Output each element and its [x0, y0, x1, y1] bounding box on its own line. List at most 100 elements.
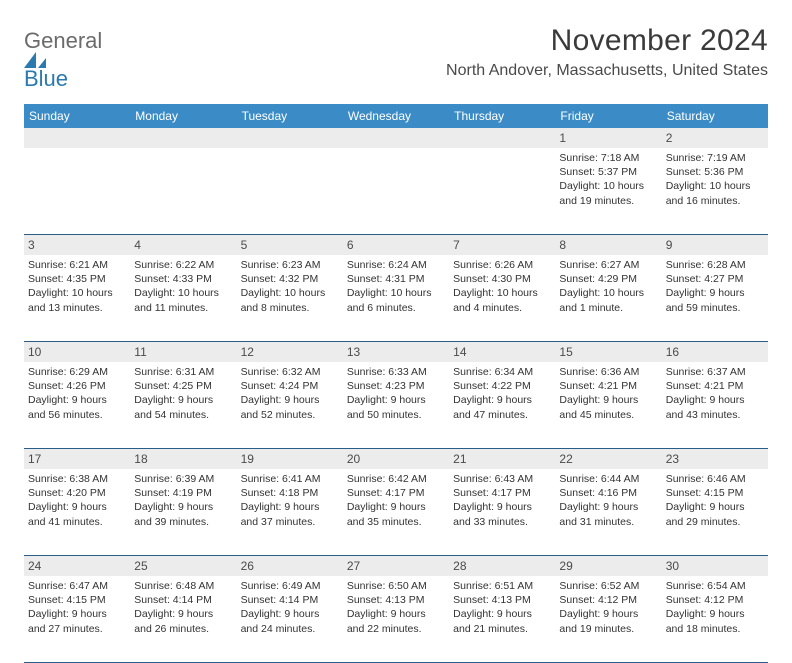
sunset-text: Sunset: 4:12 PM: [559, 593, 657, 607]
day-cell: Sunrise: 6:33 AMSunset: 4:23 PMDaylight:…: [343, 362, 449, 448]
logo-text-block: General Blue: [24, 30, 102, 90]
sunrise-text: Sunrise: 6:46 AM: [666, 472, 764, 486]
sunset-text: Sunset: 4:20 PM: [28, 486, 126, 500]
day-number: 6: [343, 235, 449, 255]
day-cell: Sunrise: 6:48 AMSunset: 4:14 PMDaylight:…: [130, 576, 236, 662]
day-cell: Sunrise: 6:22 AMSunset: 4:33 PMDaylight:…: [130, 255, 236, 341]
sunrise-text: Sunrise: 6:36 AM: [559, 365, 657, 379]
day-number: 22: [555, 449, 661, 469]
logo-text-blue: Blue: [24, 68, 102, 90]
sunrise-text: Sunrise: 6:33 AM: [347, 365, 445, 379]
sunrise-text: Sunrise: 6:41 AM: [241, 472, 339, 486]
weekday-header-cell: Saturday: [662, 104, 768, 128]
weekday-header-row: SundayMondayTuesdayWednesdayThursdayFrid…: [24, 104, 768, 128]
day-cell: Sunrise: 6:46 AMSunset: 4:15 PMDaylight:…: [662, 469, 768, 555]
sunrise-text: Sunrise: 6:23 AM: [241, 258, 339, 272]
location-subtitle: North Andover, Massachusetts, United Sta…: [446, 62, 768, 80]
day-number-row: 24252627282930: [24, 556, 768, 576]
sunset-text: Sunset: 4:26 PM: [28, 379, 126, 393]
week-row: Sunrise: 7:18 AMSunset: 5:37 PMDaylight:…: [24, 148, 768, 235]
sunrise-text: Sunrise: 6:54 AM: [666, 579, 764, 593]
day-cell: Sunrise: 6:47 AMSunset: 4:15 PMDaylight:…: [24, 576, 130, 662]
sunrise-text: Sunrise: 6:49 AM: [241, 579, 339, 593]
sunrise-text: Sunrise: 6:28 AM: [666, 258, 764, 272]
sunset-text: Sunset: 5:37 PM: [559, 165, 657, 179]
day-number: 4: [130, 235, 236, 255]
weekday-header-cell: Wednesday: [343, 104, 449, 128]
day-number: 1: [555, 128, 661, 148]
daylight-text: Daylight: 10 hours and 1 minute.: [559, 286, 657, 314]
weekday-header-cell: Friday: [555, 104, 661, 128]
day-cell: Sunrise: 6:34 AMSunset: 4:22 PMDaylight:…: [449, 362, 555, 448]
weekday-header-cell: Sunday: [24, 104, 130, 128]
weekday-header-cell: Tuesday: [237, 104, 343, 128]
day-cell: Sunrise: 6:21 AMSunset: 4:35 PMDaylight:…: [24, 255, 130, 341]
sunset-text: Sunset: 4:14 PM: [134, 593, 232, 607]
sunset-text: Sunset: 4:33 PM: [134, 272, 232, 286]
sunset-text: Sunset: 4:12 PM: [666, 593, 764, 607]
daylight-text: Daylight: 9 hours and 37 minutes.: [241, 500, 339, 528]
day-number: 10: [24, 342, 130, 362]
day-number: [237, 128, 343, 148]
daylight-text: Daylight: 9 hours and 50 minutes.: [347, 393, 445, 421]
sunset-text: Sunset: 4:24 PM: [241, 379, 339, 393]
daylight-text: Daylight: 10 hours and 4 minutes.: [453, 286, 551, 314]
sunset-text: Sunset: 4:17 PM: [347, 486, 445, 500]
sunrise-text: Sunrise: 6:52 AM: [559, 579, 657, 593]
daylight-text: Daylight: 9 hours and 33 minutes.: [453, 500, 551, 528]
sunrise-text: Sunrise: 6:47 AM: [28, 579, 126, 593]
day-cell: Sunrise: 6:51 AMSunset: 4:13 PMDaylight:…: [449, 576, 555, 662]
week-row: Sunrise: 6:29 AMSunset: 4:26 PMDaylight:…: [24, 362, 768, 449]
daylight-text: Daylight: 9 hours and 41 minutes.: [28, 500, 126, 528]
day-number-row: 10111213141516: [24, 342, 768, 362]
day-number: [130, 128, 236, 148]
day-number: 27: [343, 556, 449, 576]
day-cell: Sunrise: 6:36 AMSunset: 4:21 PMDaylight:…: [555, 362, 661, 448]
sunrise-text: Sunrise: 6:32 AM: [241, 365, 339, 379]
day-number: 19: [237, 449, 343, 469]
day-number: 28: [449, 556, 555, 576]
daylight-text: Daylight: 9 hours and 52 minutes.: [241, 393, 339, 421]
day-cell: Sunrise: 6:49 AMSunset: 4:14 PMDaylight:…: [237, 576, 343, 662]
day-number: 20: [343, 449, 449, 469]
day-number: 18: [130, 449, 236, 469]
day-number-row: 12: [24, 128, 768, 148]
daylight-text: Daylight: 9 hours and 45 minutes.: [559, 393, 657, 421]
sunset-text: Sunset: 4:35 PM: [28, 272, 126, 286]
sunrise-text: Sunrise: 6:29 AM: [28, 365, 126, 379]
day-cell: Sunrise: 6:39 AMSunset: 4:19 PMDaylight:…: [130, 469, 236, 555]
month-title: November 2024: [446, 24, 768, 58]
week-row: Sunrise: 6:38 AMSunset: 4:20 PMDaylight:…: [24, 469, 768, 556]
daylight-text: Daylight: 10 hours and 11 minutes.: [134, 286, 232, 314]
sunrise-text: Sunrise: 7:18 AM: [559, 151, 657, 165]
sunset-text: Sunset: 4:21 PM: [666, 379, 764, 393]
sunset-text: Sunset: 4:21 PM: [559, 379, 657, 393]
day-number: 5: [237, 235, 343, 255]
sunset-text: Sunset: 4:15 PM: [28, 593, 126, 607]
day-number: 24: [24, 556, 130, 576]
title-block: November 2024 North Andover, Massachuset…: [446, 24, 768, 80]
sunset-text: Sunset: 4:19 PM: [134, 486, 232, 500]
day-cell: Sunrise: 6:24 AMSunset: 4:31 PMDaylight:…: [343, 255, 449, 341]
day-cell: Sunrise: 6:26 AMSunset: 4:30 PMDaylight:…: [449, 255, 555, 341]
sunset-text: Sunset: 4:27 PM: [666, 272, 764, 286]
daylight-text: Daylight: 9 hours and 39 minutes.: [134, 500, 232, 528]
sunset-text: Sunset: 4:14 PM: [241, 593, 339, 607]
sunrise-text: Sunrise: 6:27 AM: [559, 258, 657, 272]
day-number: [24, 128, 130, 148]
day-number: 15: [555, 342, 661, 362]
sunrise-text: Sunrise: 6:24 AM: [347, 258, 445, 272]
day-number: 2: [662, 128, 768, 148]
daylight-text: Daylight: 10 hours and 19 minutes.: [559, 179, 657, 207]
sunset-text: Sunset: 4:29 PM: [559, 272, 657, 286]
daylight-text: Daylight: 10 hours and 8 minutes.: [241, 286, 339, 314]
day-cell: Sunrise: 6:50 AMSunset: 4:13 PMDaylight:…: [343, 576, 449, 662]
day-number: 8: [555, 235, 661, 255]
day-number: 30: [662, 556, 768, 576]
daylight-text: Daylight: 9 hours and 56 minutes.: [28, 393, 126, 421]
daylight-text: Daylight: 9 hours and 35 minutes.: [347, 500, 445, 528]
day-cell: [343, 148, 449, 234]
day-number: 25: [130, 556, 236, 576]
daylight-text: Daylight: 9 hours and 31 minutes.: [559, 500, 657, 528]
sunset-text: Sunset: 4:13 PM: [453, 593, 551, 607]
